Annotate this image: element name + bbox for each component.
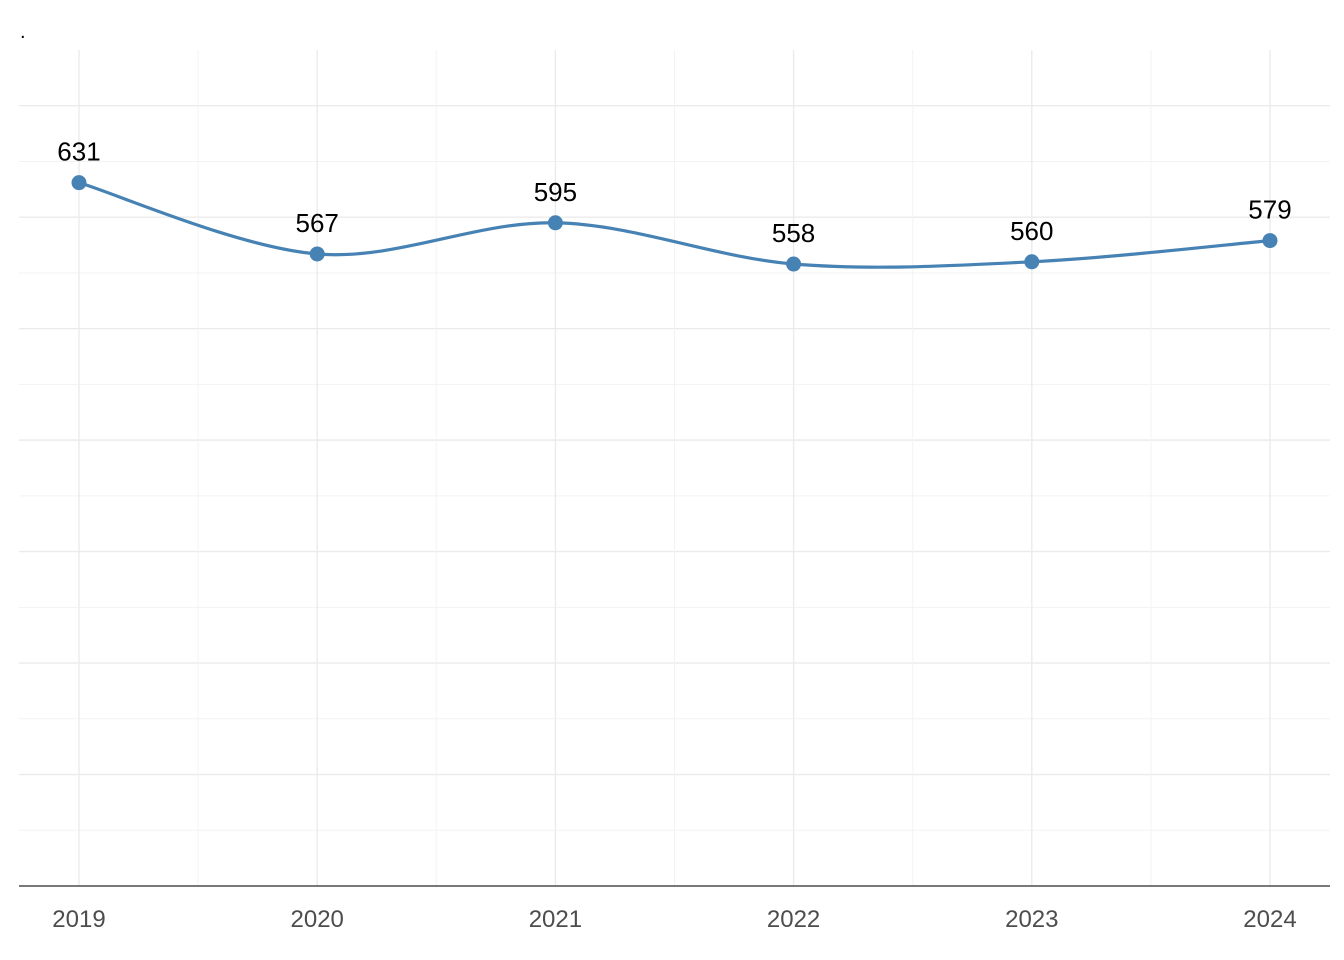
x-tick-label: 2022 [767, 906, 820, 933]
data-points [71, 175, 1278, 272]
x-tick-label: 2019 [52, 906, 105, 933]
data-label: 579 [1248, 195, 1291, 225]
data-label: 595 [534, 177, 577, 207]
data-point [1262, 233, 1278, 249]
data-point [71, 175, 87, 191]
data-label: 560 [1010, 216, 1053, 246]
data-label: 558 [772, 218, 815, 248]
series-line [77, 181, 1272, 269]
data-point [547, 215, 563, 231]
data-labels: 631 567 595 558 560 579 [57, 137, 1291, 248]
data-label: 567 [296, 208, 339, 238]
x-axis-tick-labels: 2019 2020 2021 2022 2023 2024 [52, 906, 1296, 933]
gridlines [19, 50, 1330, 886]
chart-title: . [20, 21, 26, 43]
data-label: 631 [57, 137, 100, 167]
data-point [1024, 254, 1040, 270]
data-point [309, 246, 325, 262]
x-tick-label: 2024 [1243, 906, 1296, 933]
x-tick-label: 2021 [529, 906, 582, 933]
x-tick-label: 2023 [1005, 906, 1058, 933]
x-tick-label: 2020 [291, 906, 344, 933]
data-point [786, 256, 802, 272]
